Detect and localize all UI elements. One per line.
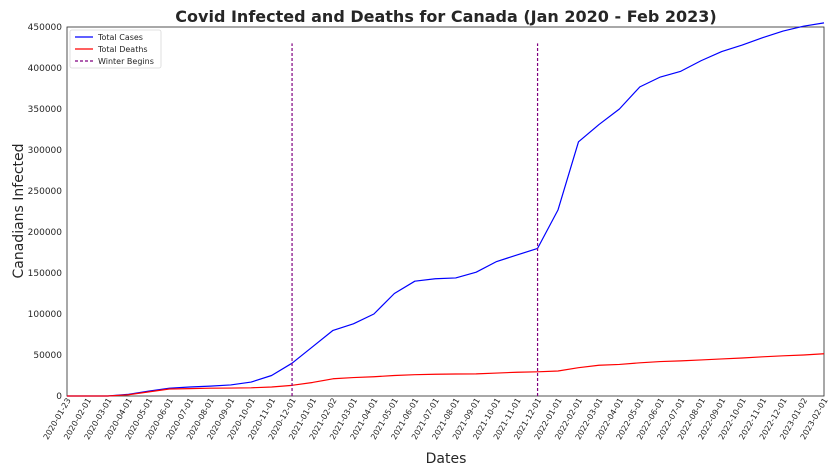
plot-frame: [66, 26, 825, 397]
series-line-total-cases: [67, 22, 825, 397]
y-tick-label: 200000: [28, 228, 63, 238]
legend-total-cases-label: Total Cases: [97, 33, 143, 42]
y-tick-label: 400000: [28, 64, 63, 74]
y-tick-label: 150000: [28, 269, 63, 279]
y-axis-ticks: 0 50000 100000 150000 200000 250000 300000 3500…: [28, 23, 63, 402]
y-tick-label: 350000: [28, 105, 63, 115]
chart-title: Covid Infected and Deaths for Canada (Ja…: [175, 7, 716, 26]
legend: Total Cases Total Deaths Winter Begins: [69, 29, 162, 69]
series-lines: [67, 22, 825, 397]
y-tick-label: 100000: [28, 310, 63, 320]
y-tick-label: 450000: [28, 23, 63, 33]
y-tick-label: 0: [56, 392, 62, 402]
y-tick-label: 300000: [28, 146, 63, 156]
x-axis-title: Dates: [426, 451, 467, 467]
plot-area: [66, 26, 825, 397]
legend-box: [69, 29, 162, 69]
legend-total-deaths-label: Total Deaths: [97, 45, 148, 54]
y-tick-label: 50000: [33, 351, 62, 361]
x-axis-ticks: 2020-01-232020-02-012020-03-012020-04-01…: [42, 397, 830, 442]
y-axis-title: Canadians Infected: [11, 143, 27, 278]
series-line-total-deaths: [67, 353, 825, 397]
legend-winter-begins-label: Winter Begins: [98, 57, 154, 66]
y-tick-label: 250000: [28, 187, 63, 197]
